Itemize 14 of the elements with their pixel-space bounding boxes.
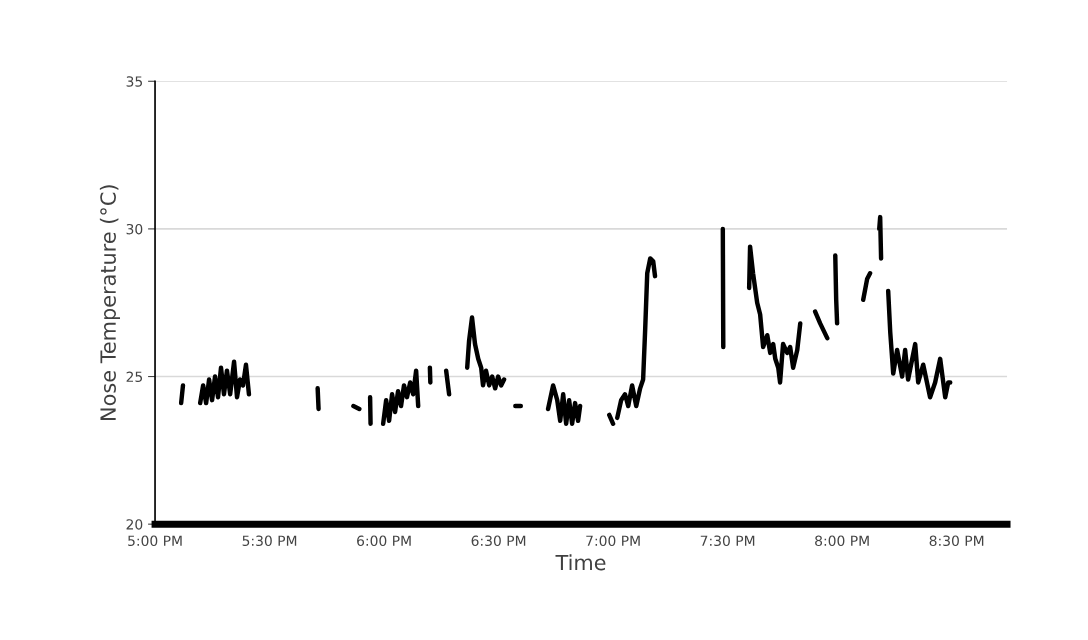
x-axis-title: Time [555, 554, 606, 571]
x-tick-label: 6:00 PM [357, 535, 411, 547]
y-tick-label: 20 [126, 519, 143, 530]
x-tick-label: 6:30 PM [471, 535, 526, 547]
x-tick-label: 5:30 PM [242, 535, 297, 547]
y-tick-label: 35 [126, 76, 143, 87]
y-tick-label: 25 [126, 371, 143, 383]
x-tick-label: 8:00 PM [815, 535, 869, 547]
y-tick-label: 30 [126, 223, 143, 235]
y-axis-title: Nose Temperature (°C) [99, 185, 121, 420]
x-tick-label: 5:00 PM [128, 535, 182, 547]
x-tick-label: 7:00 PM [586, 535, 640, 547]
x-tick-label: 7:30 PM [700, 535, 755, 547]
x-tick-label: 8:30 PM [929, 535, 984, 547]
